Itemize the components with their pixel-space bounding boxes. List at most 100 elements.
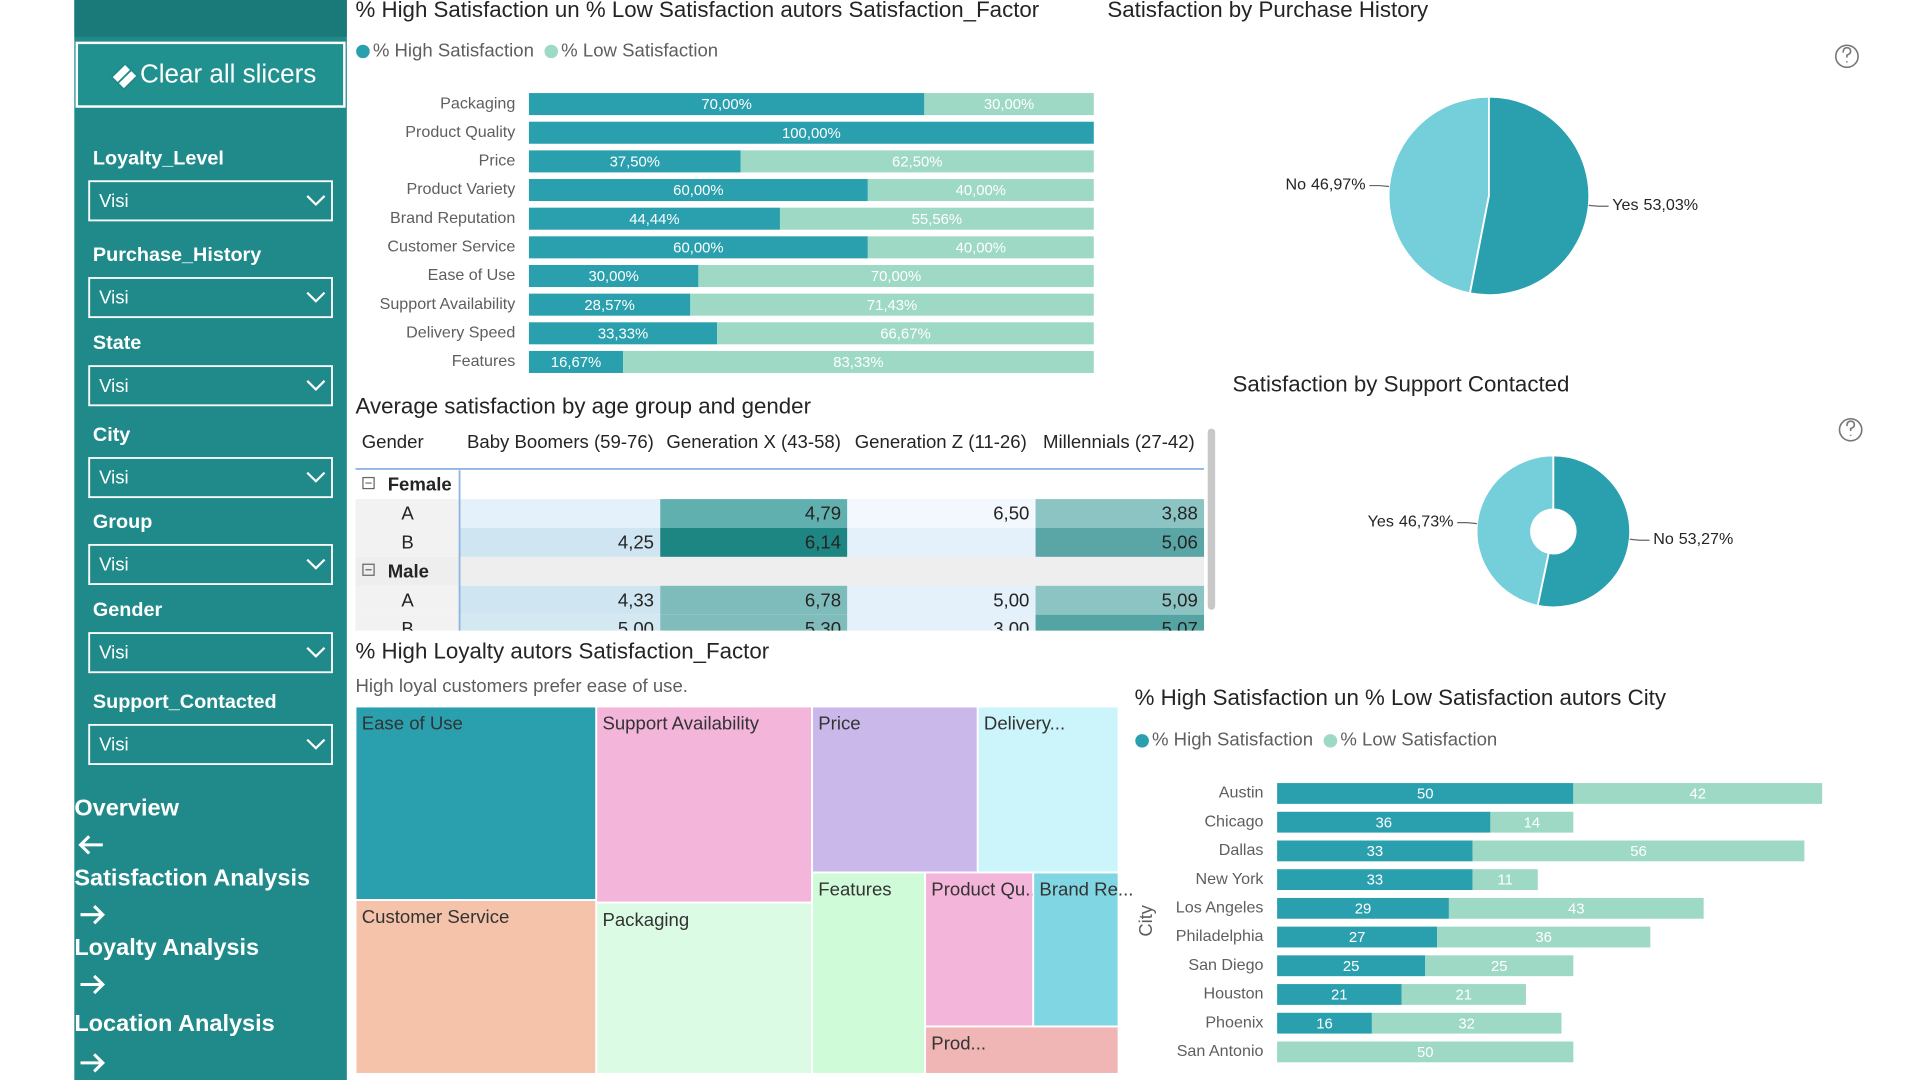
category-label: San Diego <box>1188 957 1263 974</box>
slicer[interactable]: State Visi <box>88 332 333 407</box>
bar-segment <box>528 264 699 288</box>
bar-segment <box>1277 926 1438 948</box>
data-label: 36 <box>1535 930 1552 946</box>
bar-segment <box>924 93 1094 116</box>
dropdown-chevron <box>306 291 326 303</box>
treemap-tile <box>354 899 598 1075</box>
bar-segment <box>867 179 1094 202</box>
forward-arrow <box>80 1053 106 1073</box>
chart-subtitle: High loyal customers prefer ease of use. <box>356 675 688 696</box>
cell-value: 6,50 <box>993 503 1029 524</box>
nav-button[interactable]: Overview <box>74 795 180 855</box>
slice-value: 53,03% <box>1644 198 1699 215</box>
table-cell <box>660 499 848 528</box>
slice-category: No <box>1653 532 1674 549</box>
group-row <box>355 556 1205 586</box>
data-label: 66,67% <box>880 326 930 342</box>
dropdown-chevron <box>306 380 326 391</box>
row-label: A <box>401 503 414 524</box>
data-label: 29 <box>1355 902 1372 918</box>
bar-segment <box>1277 1012 1372 1034</box>
bar-segment <box>698 264 1094 288</box>
table-cell <box>1035 585 1205 615</box>
slicer[interactable]: City Visi <box>88 424 333 499</box>
data-label: 83,33% <box>833 355 883 371</box>
help-icon[interactable] <box>1834 44 1859 69</box>
bar-segment <box>528 121 1094 144</box>
dropdown-chevron <box>306 738 326 750</box>
column-header: Baby Boomers (59-76) <box>467 431 654 452</box>
bar-segment <box>1277 1041 1574 1063</box>
scrollbar[interactable] <box>1207 428 1216 610</box>
bar-segment <box>1277 897 1449 919</box>
slicer-label: Loyalty_Level <box>93 147 224 169</box>
row-label: B <box>401 532 413 553</box>
slicer[interactable]: Support_Contacted Visi <box>88 691 333 765</box>
slicer-value: Visi <box>99 734 129 755</box>
bar-segment <box>528 93 925 116</box>
category-label: Brand Reputation <box>390 210 515 227</box>
table-cell <box>660 585 848 615</box>
nav-label: Loyalty Analysis <box>74 934 259 960</box>
bar-segment <box>1401 984 1526 1005</box>
treemap-tile <box>924 1025 1120 1075</box>
slicer-value: Visi <box>99 467 129 488</box>
slicer-dropdown <box>88 277 333 319</box>
bar-segment <box>528 293 691 316</box>
slicer-dropdown <box>88 632 333 674</box>
bar-segment <box>528 350 624 373</box>
collapse-icon <box>362 476 375 490</box>
tile-label: Delivery... <box>984 713 1065 734</box>
category-label: San Antonio <box>1177 1043 1264 1060</box>
data-label: 71,43% <box>867 298 917 314</box>
slicer[interactable]: Loyalty_Level Visi <box>88 147 333 222</box>
category-label: Ease of Use <box>428 267 516 284</box>
treemap-tile <box>1032 871 1120 1028</box>
slice-value: 46,73% <box>1399 514 1454 531</box>
legend-label: % High Satisfaction <box>1152 729 1313 750</box>
bar-segment <box>1277 783 1574 804</box>
legend-label: % Low Satisfaction <box>561 39 718 60</box>
cell-value: 5,30 <box>805 618 841 639</box>
cell-value: 5,06 <box>1162 532 1198 553</box>
slicer-value: Visi <box>99 287 129 308</box>
bar-segment <box>528 207 780 230</box>
slice-label: Yes 53,03% <box>1612 198 1698 215</box>
nav-button[interactable]: Satisfaction Analysis <box>74 864 310 925</box>
slicer-dropdown <box>88 543 333 585</box>
slicer[interactable]: Group Visi <box>88 511 333 585</box>
button-label: Clear all slicers <box>140 61 316 89</box>
data-label: 30,00% <box>984 97 1034 113</box>
slicer[interactable]: Purchase_History Visi <box>88 244 333 319</box>
data-label: 33,33% <box>598 326 648 342</box>
group-label: Female <box>388 474 452 495</box>
slicer-label: Gender <box>93 599 163 621</box>
forward-arrow <box>80 905 106 925</box>
bar-segment <box>528 322 718 345</box>
column-header: Millennials (27-42) <box>1043 431 1195 452</box>
cell-value: 6,78 <box>805 589 841 610</box>
table-cell <box>660 528 848 557</box>
bar-segment <box>779 207 1094 230</box>
slicer-dropdown <box>88 457 333 499</box>
sidebar <box>74 0 347 1080</box>
help-icon[interactable] <box>1838 417 1863 442</box>
leader-line <box>1457 522 1478 525</box>
category-label: Dallas <box>1219 842 1264 859</box>
nav-button[interactable]: Loyalty Analysis <box>74 934 259 995</box>
slicer-dropdown <box>88 723 333 765</box>
bar-segment <box>740 150 1094 173</box>
tile-label: Product Qu... <box>931 879 1040 900</box>
treemap-tile <box>976 705 1120 874</box>
chart-title: Satisfaction by Purchase History <box>1107 0 1429 22</box>
clear-slicers-button[interactable]: Clear all slicers <box>75 41 346 108</box>
eraser-icon <box>110 62 139 91</box>
nav-button[interactable]: Location Analysis <box>74 1010 275 1073</box>
category-label: New York <box>1196 871 1265 888</box>
slice-category: Yes <box>1612 198 1638 215</box>
slicer[interactable]: Gender Visi <box>88 599 333 674</box>
category-label: Customer Service <box>387 239 515 256</box>
bar-segment <box>528 236 868 259</box>
table-cell <box>459 614 661 631</box>
cell-value: 4,79 <box>805 503 841 524</box>
